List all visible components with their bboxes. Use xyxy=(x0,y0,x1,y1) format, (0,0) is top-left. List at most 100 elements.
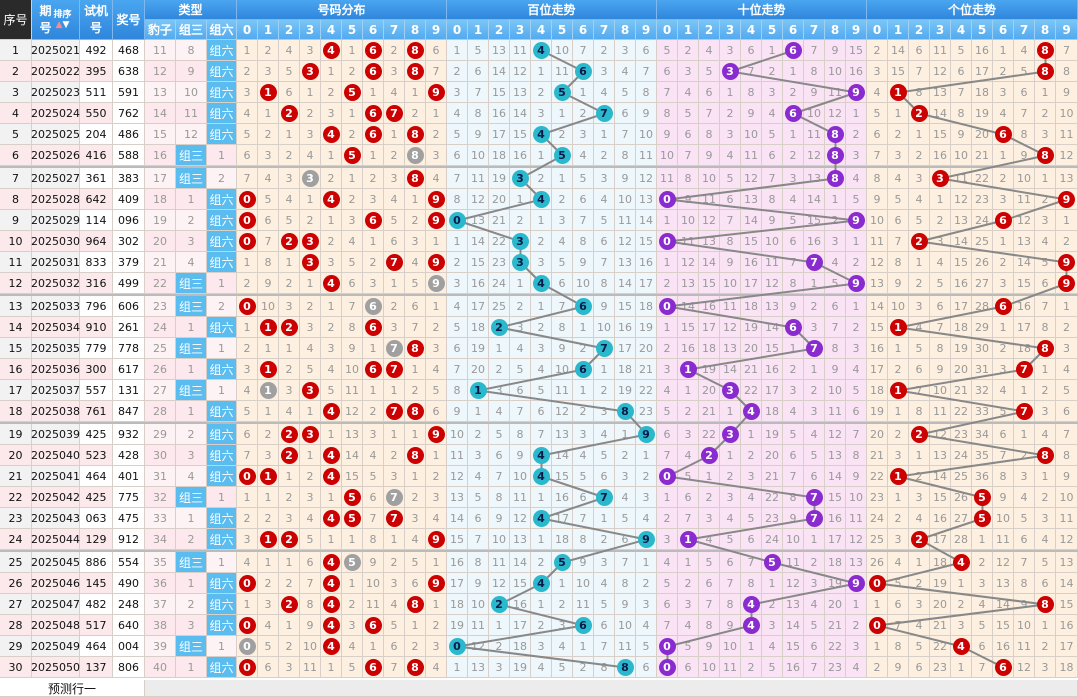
hundreds-cell: 9 xyxy=(636,103,657,124)
units-cell: 3 xyxy=(888,145,909,166)
row-period[interactable]: 2025045 xyxy=(31,552,80,573)
row-period[interactable]: 2025037 xyxy=(31,380,80,401)
units-cell: 11 xyxy=(867,231,888,252)
sort-label[interactable]: 排序 xyxy=(53,9,72,20)
units-cell: 4 xyxy=(930,252,951,273)
row-test-number: 464 xyxy=(80,466,113,487)
dist-ball: 5 xyxy=(343,553,361,571)
row-period[interactable]: 2025030 xyxy=(31,231,80,252)
dist-ball: 3 xyxy=(301,62,319,80)
hundreds-cell: 9 xyxy=(447,401,468,422)
row-period[interactable]: 2025022 xyxy=(31,61,80,82)
units-cell: 16 xyxy=(951,273,972,294)
row-period[interactable]: 2025034 xyxy=(31,317,80,338)
tens-cell: 3 xyxy=(720,424,741,445)
hundreds-cell: 7 xyxy=(573,508,594,529)
dist-cell: 2 xyxy=(405,636,426,657)
dist-cell: 5 xyxy=(279,210,300,231)
row-period[interactable]: 2025036 xyxy=(31,359,80,380)
row-period[interactable]: 2025049 xyxy=(31,636,80,657)
row-period[interactable]: 2025023 xyxy=(31,82,80,103)
hundreds-cell: 7 xyxy=(573,40,594,61)
units-cell: 10 xyxy=(1014,615,1035,636)
units-cell: 20 xyxy=(930,594,951,615)
row-period[interactable]: 2025032 xyxy=(31,273,80,294)
dist-cell: 13 xyxy=(342,424,363,445)
row-type-zuliu: 组六 xyxy=(207,317,237,338)
row-type-baozi: 28 xyxy=(145,401,176,422)
tens-cell: 6 xyxy=(783,103,804,124)
forecast-row-cells[interactable] xyxy=(145,680,1078,697)
hundreds-cell: 1 xyxy=(468,401,489,422)
hundreds-cell: 5 xyxy=(615,82,636,103)
hundreds-cell: 9 xyxy=(594,296,615,317)
units-cell: 16 xyxy=(1014,296,1035,317)
header-period[interactable]: 期号排序 ▲▼ xyxy=(32,0,80,40)
header-type-2: 组六 xyxy=(207,20,237,40)
dist-cell: 5 xyxy=(279,61,300,82)
row-period[interactable]: 2025048 xyxy=(31,615,80,636)
tens-cell: 7 xyxy=(699,594,720,615)
units-cell: 11 xyxy=(930,40,951,61)
units-cell: 9 xyxy=(867,189,888,210)
dist-cell: 3 xyxy=(300,231,321,252)
row-period[interactable]: 2025028 xyxy=(31,189,80,210)
hundreds-cell: 10 xyxy=(468,145,489,166)
row-period[interactable]: 2025041 xyxy=(31,466,80,487)
row-prize-number: 379 xyxy=(113,252,145,273)
sort-arrows-icon[interactable]: ▲▼ xyxy=(55,19,70,30)
row-period[interactable]: 2025035 xyxy=(31,338,80,359)
hundreds-cell: 8 xyxy=(489,487,510,508)
hundreds-cell: 4 xyxy=(573,445,594,466)
units-cell: 1 xyxy=(888,103,909,124)
row-period[interactable]: 2025021 xyxy=(31,40,80,61)
dist-cell: 1 xyxy=(279,615,300,636)
units-cell: 22 xyxy=(951,401,972,422)
units-cell: 3 xyxy=(867,61,888,82)
units-ball: 5 xyxy=(973,509,991,527)
hundreds-cell: 12 xyxy=(489,573,510,594)
row-period[interactable]: 2025038 xyxy=(31,401,80,422)
header-units-digit: 2 xyxy=(909,20,930,40)
row-period[interactable]: 2025039 xyxy=(31,424,80,445)
dist-cell: 7 xyxy=(405,317,426,338)
dist-cell: 6 xyxy=(237,145,258,166)
tens-cell: 5 xyxy=(846,189,867,210)
units-cell: 21 xyxy=(972,145,993,166)
row-period[interactable]: 2025040 xyxy=(31,445,80,466)
row-period[interactable]: 2025027 xyxy=(31,168,80,189)
row-type-baozi: 17 xyxy=(145,168,176,189)
tens-cell: 3 xyxy=(846,145,867,166)
hundreds-cell: 3 xyxy=(636,487,657,508)
row-period[interactable]: 2025046 xyxy=(31,573,80,594)
tens-cell: 4 xyxy=(720,145,741,166)
row-period[interactable]: 2025024 xyxy=(31,103,80,124)
row-period[interactable]: 2025043 xyxy=(31,508,80,529)
hundreds-cell: 15 xyxy=(615,296,636,317)
units-cell: 26 xyxy=(951,487,972,508)
row-test-number: 964 xyxy=(80,231,113,252)
hundreds-cell: 1 xyxy=(447,231,468,252)
row-type-baozi: 35 xyxy=(145,552,176,573)
row-type-zuliu: 1 xyxy=(207,145,237,166)
row-period[interactable]: 2025033 xyxy=(31,296,80,317)
row-period[interactable]: 2025029 xyxy=(31,210,80,231)
row-period[interactable]: 2025047 xyxy=(31,594,80,615)
dist-cell: 1 xyxy=(363,82,384,103)
row-period[interactable]: 2025025 xyxy=(31,124,80,145)
row-period[interactable]: 2025031 xyxy=(31,252,80,273)
tens-cell: 10 xyxy=(846,487,867,508)
dist-cell: 1 xyxy=(258,82,279,103)
hundreds-cell: 6 xyxy=(594,466,615,487)
units-cell: 11 xyxy=(951,168,972,189)
row-period[interactable]: 2025026 xyxy=(31,145,80,166)
hundreds-cell: 7 xyxy=(594,338,615,359)
tens-ball: 8 xyxy=(826,125,844,143)
row-period[interactable]: 2025044 xyxy=(31,529,80,550)
row-period[interactable]: 2025050 xyxy=(31,657,80,678)
row-period[interactable]: 2025042 xyxy=(31,487,80,508)
dist-ball: 9 xyxy=(427,530,445,548)
units-cell: 3 xyxy=(909,594,930,615)
units-cell: 3 xyxy=(993,273,1014,294)
row-type-baozi: 23 xyxy=(145,296,176,317)
